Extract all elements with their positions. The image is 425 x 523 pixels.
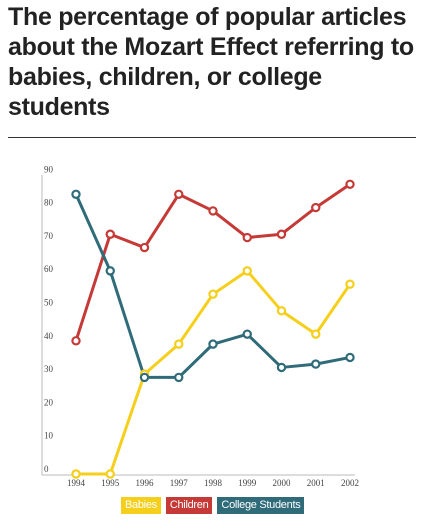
data-point-college-students [71,189,81,199]
data-point-children [71,336,81,346]
data-point-college-students [242,329,252,339]
legend: Babies Children College Students [121,497,305,514]
data-point-babies [174,339,184,349]
data-point-college-students [105,266,115,276]
data-point-babies [208,289,218,299]
y-tick-label: 40 [44,331,54,341]
data-point-babies [311,329,321,339]
data-point-babies [105,469,115,479]
x-tick-label: 2001 [307,478,325,488]
data-point-college-students [276,362,287,373]
title-divider [8,137,416,138]
data-point-children [311,202,321,213]
series-line-babies [74,269,352,476]
data-point-college-students [208,339,218,349]
data-point-college-students [311,359,321,369]
legend-item-college-students: College Students [217,497,305,514]
data-point-children [276,229,287,239]
chart-title: The percentage of popular articles about… [8,3,414,121]
data-point-babies [276,306,287,316]
data-point-children [174,189,184,199]
x-tick-label: 1996 [136,478,155,488]
data-point-children [345,179,355,189]
y-tick-label: 0 [44,464,49,474]
y-tick-label: 10 [44,431,54,441]
x-tick-label: 2002 [341,478,359,488]
data-point-college-students [174,372,184,383]
data-point-children [105,229,115,239]
data-point-college-students [139,372,150,383]
x-tick-label: 1997 [170,478,189,488]
data-point-babies [242,266,252,276]
x-tick-label: 1995 [101,478,120,488]
y-tick-label: 50 [44,298,54,308]
y-tick-label: 60 [44,264,54,274]
x-tick-label: 1998 [204,478,223,488]
x-tick-label: 1994 [67,478,86,488]
y-tick-label: 30 [44,364,54,374]
legend-item-babies: Babies [121,497,161,514]
y-tick-label: 20 [44,397,54,407]
data-point-children [139,242,150,253]
data-point-children [242,232,252,243]
data-point-children [208,206,218,216]
data-point-babies [345,279,355,289]
data-point-babies [71,469,81,479]
series-line-college-students [74,192,352,379]
x-tick-label: 2000 [273,478,292,488]
y-tick-label: 70 [44,231,54,241]
data-point-college-students [345,352,355,363]
y-tick-label: 90 [44,164,54,174]
x-tick-label: 1999 [238,478,257,488]
y-tick-label: 80 [44,198,54,208]
legend-item-children: Children [165,497,213,514]
